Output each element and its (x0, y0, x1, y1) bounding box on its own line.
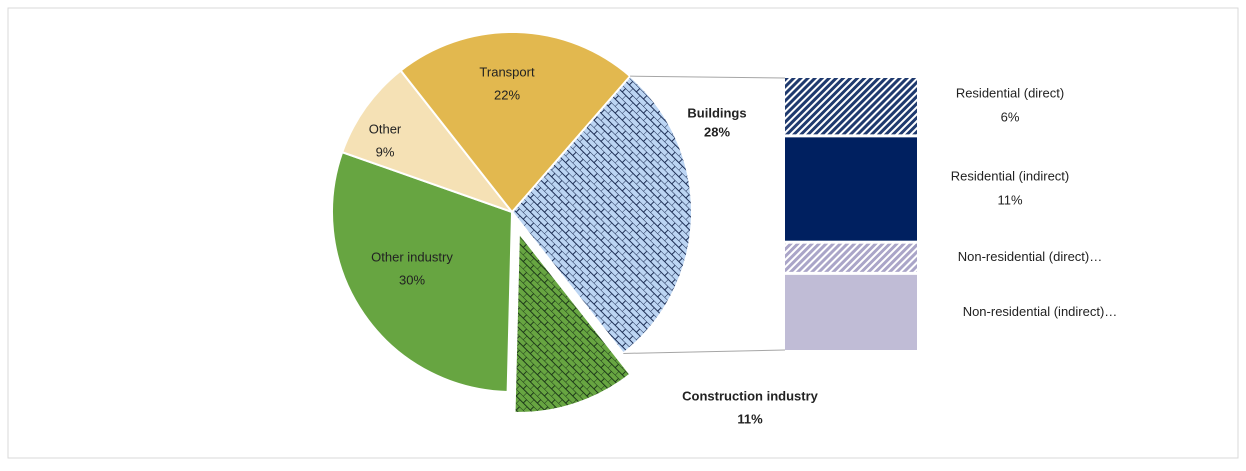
bar-segment (785, 137, 917, 241)
slice-value-label: 9% (376, 144, 395, 159)
slice-value-label: 30% (399, 272, 425, 287)
pie-slice (340, 69, 515, 215)
slice-label: Construction industry (682, 388, 819, 403)
bar-label: Residential (direct) (956, 86, 1064, 101)
bar-label: Residential (indirect) (951, 168, 1070, 183)
slice-label: Other (369, 121, 402, 136)
bar-value-label: 6% (1001, 110, 1020, 125)
pie-slice (510, 74, 693, 355)
pie-slice (513, 230, 632, 414)
slice-label: Transport (479, 64, 535, 79)
bar-label: Non-residential (indirect)… (963, 304, 1118, 319)
bar-value-label: 11% (997, 192, 1022, 207)
connector-line (623, 349, 786, 354)
pie-slice (331, 150, 514, 393)
slice-label: Buildings (687, 105, 746, 120)
slice-label: Other industry (371, 249, 453, 264)
bar-label: Non-residential (direct)… (958, 249, 1103, 264)
bar-segment (785, 274, 917, 350)
slice-value-label: 22% (494, 87, 520, 102)
slice-value-label: 28% (704, 124, 730, 139)
pie-slice (399, 31, 632, 214)
bar-segment (785, 78, 917, 135)
bar-segment (785, 243, 917, 272)
slice-value-label: 11% (737, 411, 763, 426)
connector-line (630, 75, 786, 79)
